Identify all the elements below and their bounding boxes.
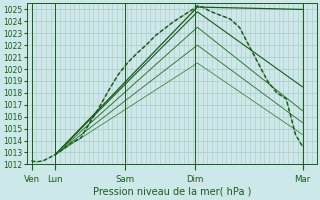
X-axis label: Pression niveau de la mer( hPa ): Pression niveau de la mer( hPa ) (92, 187, 251, 197)
